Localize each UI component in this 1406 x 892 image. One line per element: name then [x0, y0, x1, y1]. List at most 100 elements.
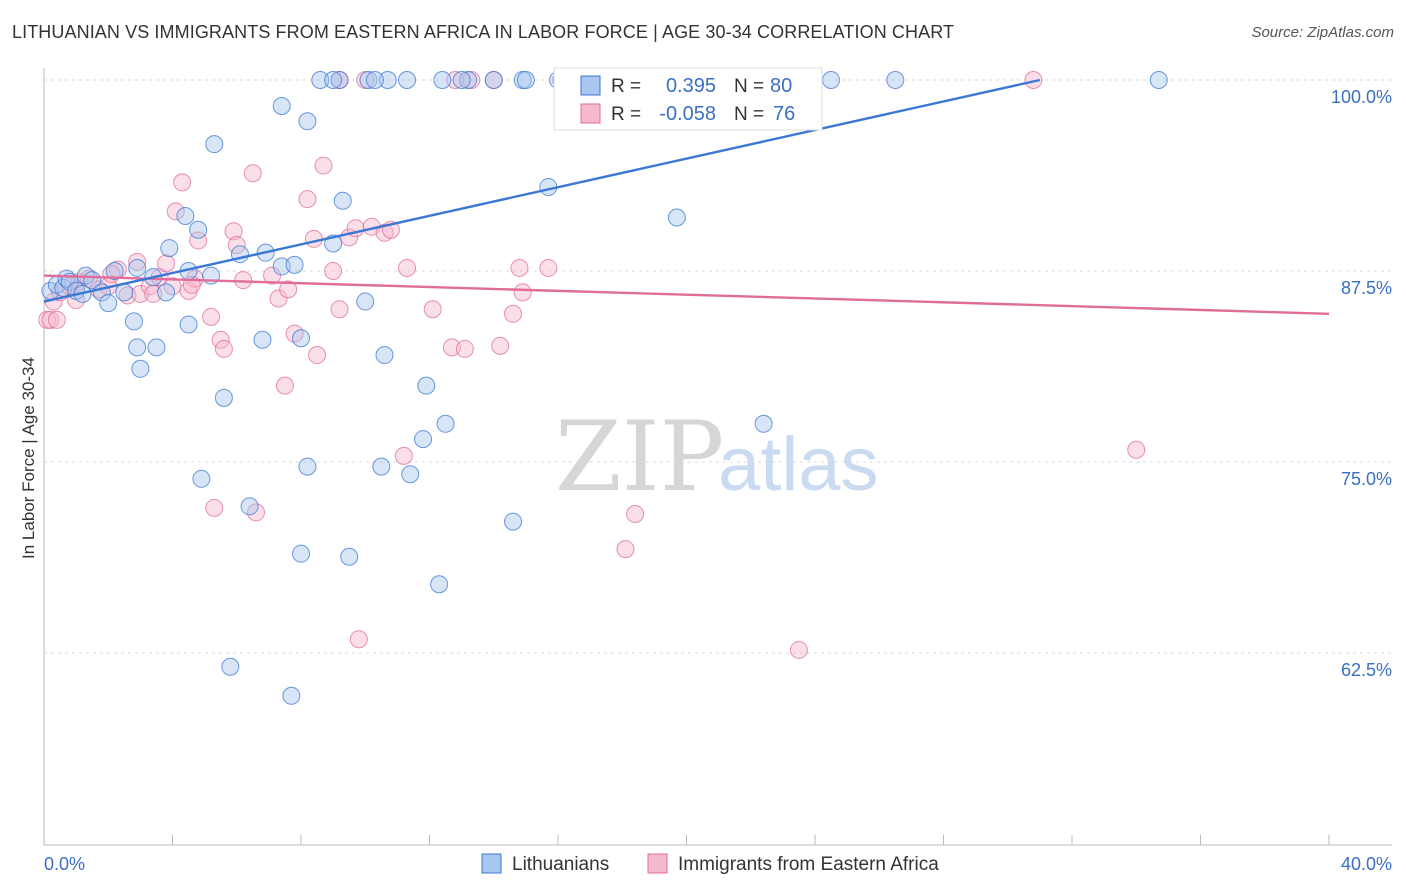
x-ticks — [43, 835, 1330, 845]
y-tick-label: 100.0% — [1331, 87, 1392, 107]
data-point — [157, 283, 176, 302]
y-tick-label: 87.5% — [1341, 278, 1392, 298]
data-point — [292, 544, 310, 563]
data-point — [124, 312, 143, 331]
data-point — [157, 254, 176, 273]
data-point — [298, 457, 317, 476]
data-point — [452, 71, 471, 89]
stats-pink-n-label: N = — [734, 104, 764, 125]
data-point — [205, 135, 224, 154]
data-point — [99, 294, 118, 313]
data-point — [616, 540, 635, 559]
data-point — [516, 71, 535, 89]
data-point — [401, 465, 420, 484]
data-point — [455, 339, 474, 358]
data-point — [484, 71, 503, 89]
data-point — [131, 284, 150, 303]
data-point — [243, 164, 262, 183]
data-point — [292, 329, 310, 348]
data-point — [202, 307, 221, 326]
data-point — [166, 202, 185, 221]
y-tick-label: 62.5% — [1341, 660, 1392, 680]
data-point — [179, 315, 198, 334]
data-point — [459, 71, 478, 89]
data-point — [311, 71, 330, 89]
stats-blue-n-label: N = — [734, 76, 764, 97]
data-point — [430, 575, 449, 594]
data-point — [147, 338, 166, 357]
data-point — [414, 430, 433, 449]
data-point — [754, 414, 773, 433]
series-lithuanians-points — [41, 71, 1168, 705]
data-point — [886, 71, 905, 89]
data-point — [240, 497, 259, 516]
source-credit: Source: ZipAtlas.com — [1251, 24, 1394, 41]
watermark-zip: ZIP — [555, 401, 724, 513]
data-point — [285, 255, 304, 274]
data-point — [298, 112, 317, 131]
data-point — [365, 71, 384, 89]
trend-line-lithuanians — [43, 78, 1041, 303]
data-point — [314, 156, 333, 175]
data-point — [375, 346, 394, 365]
data-point — [667, 208, 686, 227]
data-point — [176, 206, 195, 225]
data-point — [333, 191, 352, 210]
data-point — [131, 359, 150, 378]
stats-box: R = 0.395 N = 80 R = -0.058 N = 76 — [553, 67, 823, 131]
stats-pink-swatch — [580, 103, 601, 124]
data-point — [417, 376, 436, 395]
y-tick-labels: 100.0% 87.5% 75.0% 62.5% — [1331, 87, 1392, 680]
trend-line-eastern-africa — [43, 274, 1330, 315]
data-point — [128, 338, 147, 357]
data-point — [279, 280, 298, 299]
watermark-atlas: atlas — [718, 422, 879, 507]
data-point — [282, 686, 301, 705]
data-point — [47, 310, 66, 329]
data-point — [330, 71, 349, 89]
x-tick-label-min: 0.0% — [44, 854, 85, 874]
data-point — [189, 220, 208, 239]
data-point — [539, 258, 558, 277]
data-point — [192, 469, 211, 488]
data-point — [1024, 71, 1043, 89]
data-point — [491, 336, 510, 355]
chart-title: LITHUANIAN VS IMMIGRANTS FROM EASTERN AF… — [12, 22, 955, 42]
data-point — [504, 512, 523, 531]
data-point — [378, 71, 397, 89]
data-point — [340, 547, 359, 566]
data-point — [1127, 440, 1146, 459]
data-point — [513, 283, 532, 302]
data-point — [304, 229, 323, 248]
data-point — [359, 71, 378, 89]
data-point — [214, 388, 233, 407]
data-point — [128, 252, 147, 271]
data-point — [118, 286, 137, 305]
data-point — [423, 300, 442, 319]
data-point — [504, 304, 523, 323]
data-point — [224, 222, 243, 241]
data-point — [436, 414, 455, 433]
gridlines — [44, 79, 1392, 654]
data-point — [356, 292, 375, 311]
data-point — [189, 231, 208, 250]
stats-pink-r-label: R = — [611, 104, 641, 125]
stats-blue-r-label: R = — [611, 76, 641, 97]
legend-swatch-eastern-africa — [647, 853, 668, 874]
series-eastern-africa-points — [38, 71, 1146, 659]
data-point — [221, 657, 240, 676]
legend-label-eastern-africa: Immigrants from Eastern Africa — [678, 854, 939, 875]
data-point — [128, 258, 147, 277]
data-point — [160, 239, 179, 258]
data-point — [173, 173, 192, 192]
data-point — [330, 300, 349, 319]
legend: Lithuanians Immigrants from Eastern Afri… — [481, 853, 939, 875]
stats-blue-n-value: 80 — [770, 75, 792, 97]
data-point — [269, 289, 288, 308]
data-point — [398, 258, 417, 277]
data-point — [446, 71, 465, 89]
data-point — [272, 257, 291, 276]
data-point — [253, 330, 272, 349]
data-point — [205, 498, 224, 517]
